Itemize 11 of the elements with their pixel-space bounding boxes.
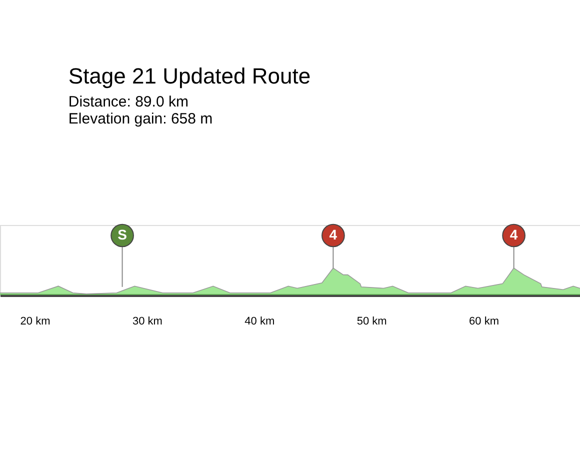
annotation: S [118, 226, 127, 242]
x-tick-label: 30 km [132, 316, 162, 328]
x-tick-label: 50 km [356, 316, 387, 328]
annotation: 4 [329, 226, 338, 242]
x-tick-label: 60 km [469, 316, 500, 328]
text: Distance: 89.0 km [68, 93, 188, 110]
x-tick-label: 40 km [244, 316, 275, 328]
chart-title: Stage 21 Updated Route [68, 63, 311, 88]
x-tick-label: 20 km [20, 316, 50, 328]
text: Elevation gain: 658 m [68, 110, 213, 128]
annotation: 4 [510, 226, 518, 242]
